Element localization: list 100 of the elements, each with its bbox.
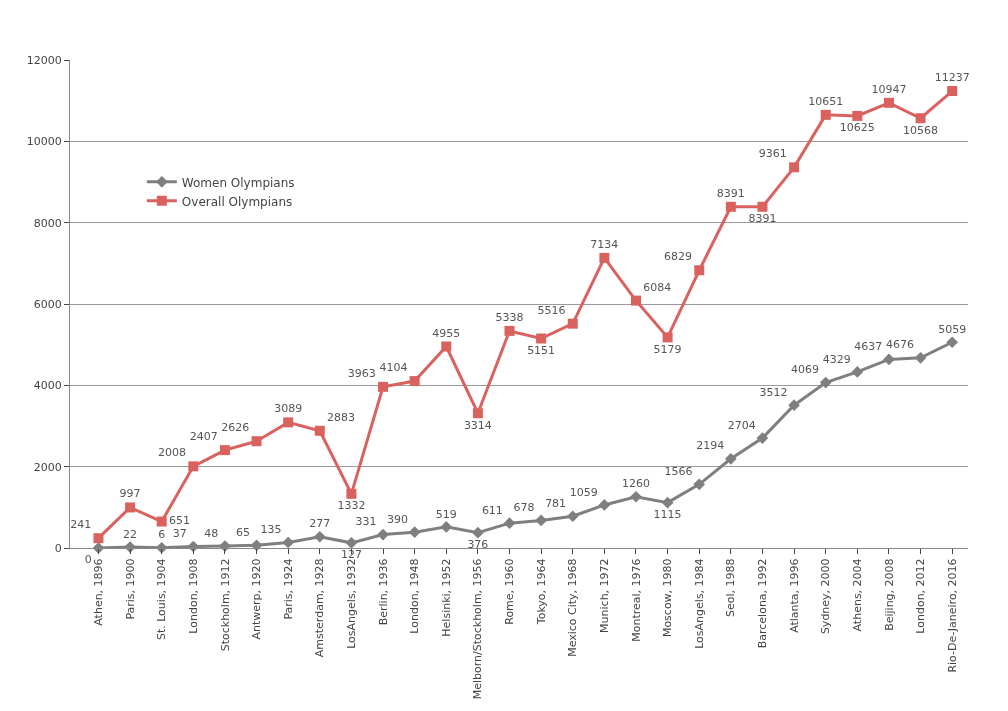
data-label: 10625 [839, 121, 875, 135]
point [947, 86, 958, 97]
data-label: 3089 [274, 402, 303, 416]
point [441, 341, 452, 352]
data-label: 2407 [189, 430, 218, 444]
x-tick-label: Helsinki, 1952 [439, 558, 453, 637]
point [378, 381, 389, 392]
data-label: 4069 [791, 363, 820, 377]
x-tick-label: Seol, 1988 [724, 558, 738, 617]
y-tick-label: 6000 [33, 297, 62, 311]
data-label: 7134 [590, 237, 619, 251]
data-label: 1332 [337, 499, 366, 513]
point [377, 528, 389, 541]
x-tick-label: Munich, 1972 [597, 558, 611, 633]
point [883, 97, 894, 108]
data-label: 4955 [432, 326, 461, 340]
point [946, 336, 959, 349]
data-label: 4637 [854, 340, 883, 354]
x-tick-label: Mexico City, 1968 [566, 558, 580, 657]
x-tick-label: Barcelona, 1992 [756, 558, 770, 649]
data-label: 997 [119, 487, 141, 501]
point [725, 452, 737, 465]
point [914, 351, 927, 364]
x-tick-label: Moscow, 1980 [661, 558, 675, 638]
point [283, 417, 294, 428]
point [851, 366, 864, 378]
data-label: 10947 [871, 82, 907, 96]
x-tick-label: London, 2012 [914, 558, 928, 634]
x-tick-label: Rio-De-Janeiro, 2016 [945, 558, 959, 673]
point [883, 353, 895, 366]
x-tick-label: Stockholm, 1912 [218, 558, 232, 652]
x-tick-label: Atlanta, 1996 [787, 558, 801, 633]
point [219, 445, 230, 456]
point [503, 517, 516, 529]
x-tick-label: Sydney, 2000 [819, 558, 833, 635]
point [819, 376, 832, 389]
point [504, 325, 515, 336]
data-label: 10651 [808, 94, 844, 108]
point [630, 490, 642, 503]
point [789, 162, 800, 173]
x-tick-label: Beijing, 2008 [882, 558, 896, 631]
point [313, 530, 326, 543]
point [409, 376, 420, 387]
data-label: 651 [168, 514, 190, 528]
point [188, 461, 199, 472]
data-label: 22 [123, 527, 138, 541]
x-tick-label: Montreal, 1976 [629, 558, 643, 642]
x-tick-label: St. Louis, 1904 [155, 558, 169, 641]
data-label: 5338 [495, 310, 524, 324]
legend-label: Women Olympians [181, 175, 295, 190]
x-tick-label: Paris, 1900 [123, 558, 137, 620]
data-label: 611 [481, 503, 503, 517]
point [314, 425, 325, 436]
data-label: 8391 [748, 212, 777, 226]
point [852, 110, 863, 121]
data-label: 2883 [327, 410, 356, 424]
data-label: 11237 [934, 71, 970, 85]
data-label: 10568 [903, 123, 939, 137]
data-label: 3963 [347, 366, 376, 380]
data-label: 65 [235, 525, 250, 539]
x-tick-label: Athen, 1896 [92, 558, 106, 626]
point [567, 318, 578, 329]
point [408, 526, 421, 538]
data-label: 6 [158, 528, 166, 542]
x-tick-label: Paris, 1924 [281, 558, 295, 620]
point [472, 408, 483, 419]
data-label: 4104 [379, 361, 408, 375]
x-tick-label: London, 1908 [186, 558, 200, 634]
point [566, 510, 579, 523]
legend-label: Overall Olympians [181, 194, 293, 209]
data-label: 135 [260, 523, 282, 537]
x-tick-label: Melborn/Stockholm, 1956 [471, 558, 485, 700]
x-tick-label: Amsterdam, 1928 [313, 558, 327, 658]
x-tick-label: LosAngels, 1984 [692, 558, 706, 649]
data-label: 3512 [759, 385, 788, 399]
x-tick-label: Antwerp, 1920 [250, 558, 264, 640]
data-label: 781 [545, 496, 567, 510]
point [345, 536, 358, 549]
point [472, 526, 484, 539]
point [757, 201, 768, 212]
data-label: 4329 [822, 352, 851, 366]
data-label: 48 [204, 526, 219, 540]
data-label: 6829 [663, 250, 692, 264]
point [630, 295, 641, 306]
data-label: 277 [309, 517, 331, 531]
point [661, 496, 674, 509]
y-tick-label: 0 [54, 541, 62, 555]
point [251, 436, 262, 447]
data-label: 8391 [716, 186, 745, 200]
data-label: 0 [84, 552, 92, 566]
y-tick-label: 2000 [33, 460, 62, 474]
data-label: 678 [513, 501, 535, 515]
point [156, 516, 167, 527]
data-label: 241 [70, 518, 92, 532]
x-tick-label: Athens, 2004 [850, 558, 864, 632]
x-tick-label: Rome, 1960 [503, 558, 517, 625]
data-label: 2008 [158, 446, 187, 460]
data-label: 4676 [885, 338, 914, 352]
x-tick-label: Berlin, 1936 [376, 558, 390, 626]
point [598, 499, 611, 511]
